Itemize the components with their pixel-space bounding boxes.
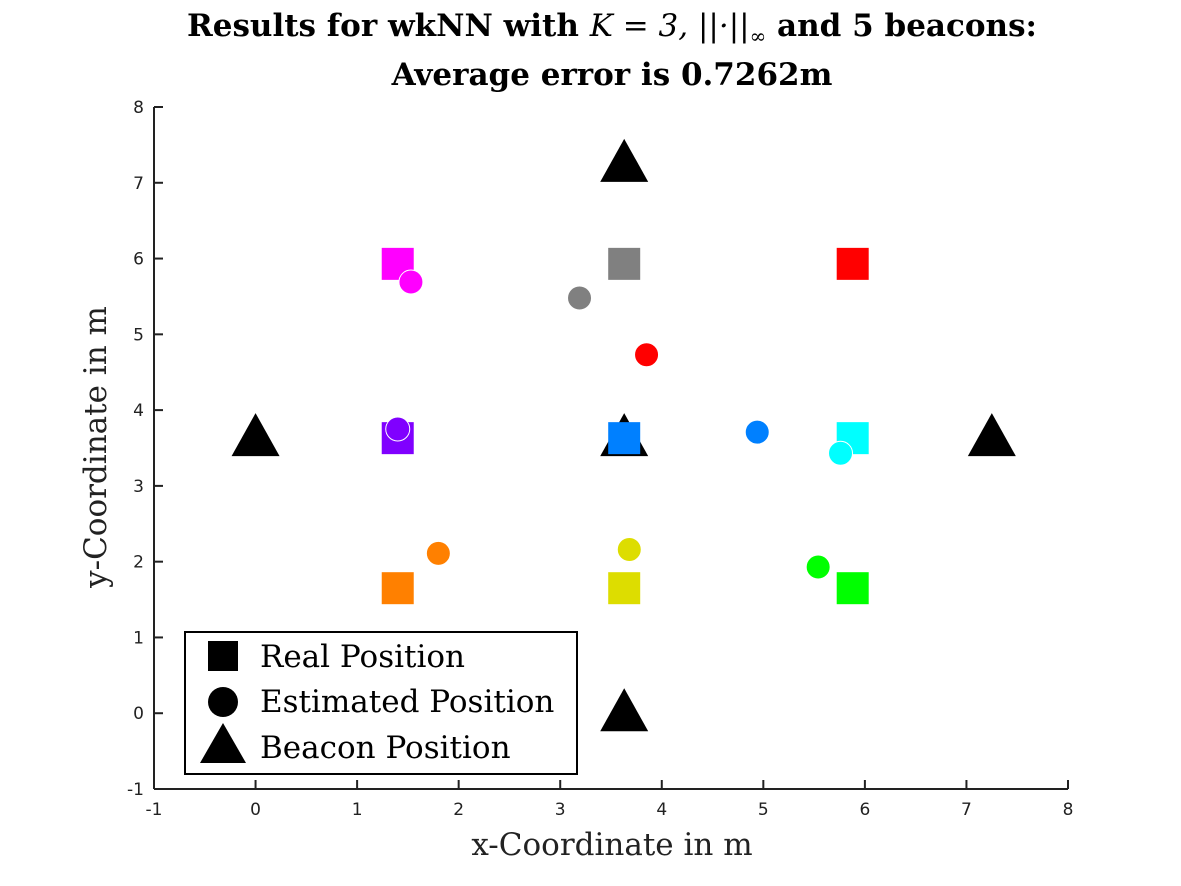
x-tick-label: 3: [555, 800, 566, 820]
real-position-square: [608, 572, 641, 605]
estimated-position-circle: [385, 416, 411, 442]
real-position-square: [608, 422, 641, 455]
estimated-position-circle: [425, 540, 451, 566]
y-tick-label: 7: [133, 174, 144, 194]
y-tick-label: 0: [133, 704, 144, 724]
y-tick-label: 8: [133, 98, 144, 118]
estimated-position-circle: [744, 419, 770, 445]
x-tick-label: 7: [961, 800, 972, 820]
real-position-square: [608, 247, 641, 280]
estimated-position-circle: [616, 537, 642, 563]
legend-box: [184, 631, 578, 775]
y-tick-label: -1: [127, 780, 144, 800]
x-axis-label: x-Coordinate in m: [471, 827, 752, 863]
y-tick-label: 1: [133, 628, 144, 648]
beacon-triangle: [967, 413, 1016, 457]
estimated-position-circle: [398, 269, 424, 295]
y-tick-label: 4: [133, 401, 144, 421]
real-position-square: [381, 572, 414, 605]
x-tick-label: 0: [250, 800, 261, 820]
x-tick-label: 1: [352, 800, 363, 820]
x-tick-label: -1: [146, 800, 163, 820]
chart-marks: [231, 138, 1016, 732]
chart-title-line1: Results for wkNN with K = 3, ||·||∞ and …: [187, 8, 1037, 48]
y-tick-label: 6: [133, 250, 144, 270]
beacon-triangle: [231, 413, 280, 457]
title-subscript: ∞: [750, 24, 767, 48]
beacon-triangle: [600, 688, 649, 732]
title-prefix: Results for wkNN with: [187, 8, 590, 44]
estimated-position-circle: [634, 342, 660, 368]
real-position-square: [836, 572, 869, 605]
legend-real-position: Real Position: [260, 639, 465, 675]
real-position-square: [836, 247, 869, 280]
legend: Real Position Estimated Position Beacon …: [184, 631, 578, 775]
axes: -1 0 1 2 3 4 5 6 7 8 -1 0 1 2 3 4 5 6 7 8: [127, 98, 1073, 820]
legend-estimated-position: Estimated Position: [260, 684, 554, 720]
x-tick-label: 6: [859, 800, 870, 820]
beacon-triangle: [600, 138, 649, 182]
x-tick-label: 8: [1063, 800, 1074, 820]
y-tick-label: 2: [133, 553, 144, 573]
estimated-position-circle: [567, 285, 593, 311]
legend-beacon-position: Beacon Position: [260, 730, 511, 766]
title-suffix: and 5 beacons:: [766, 8, 1037, 44]
x-tick-label: 2: [453, 800, 464, 820]
chart-title-line2: Average error is 0.7262m: [391, 57, 833, 93]
estimated-position-circle: [805, 554, 831, 580]
legend-square-icon: [208, 641, 238, 671]
estimated-position-circle: [828, 440, 854, 466]
legend-circle-icon: [208, 687, 238, 717]
title-math: K = 3, ||·||: [589, 8, 750, 44]
x-tick-label: 5: [758, 800, 769, 820]
x-tick-label: 4: [656, 800, 667, 820]
legend-triangle-icon: [200, 723, 246, 763]
y-tick-label: 3: [133, 477, 144, 497]
y-tick-label: 5: [133, 325, 144, 345]
y-axis-label: y-Coordinate in m: [78, 306, 114, 589]
